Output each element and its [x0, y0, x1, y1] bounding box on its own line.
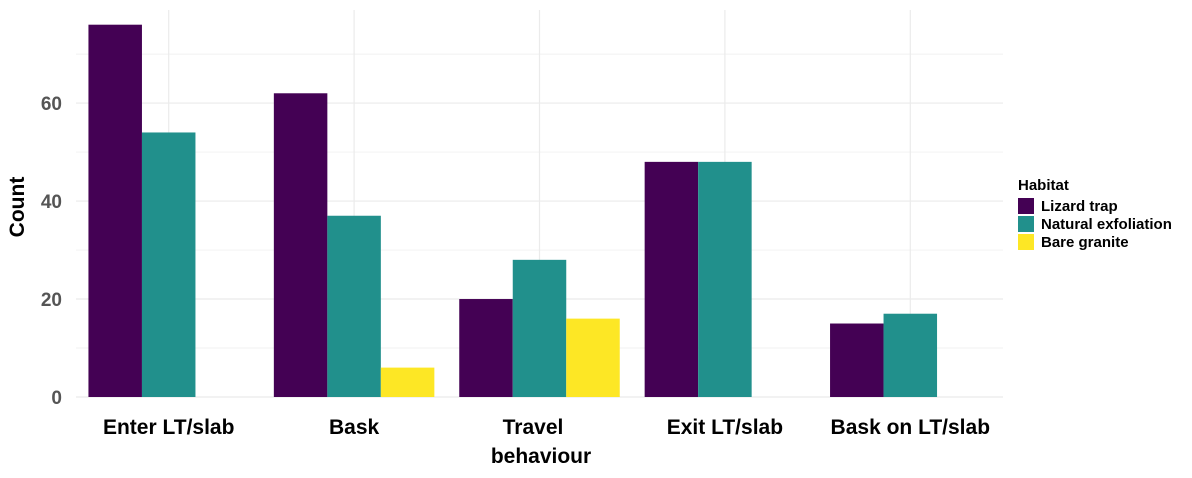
y-axis-ticks: 0 20 40 60	[41, 94, 62, 409]
bar-lizard-trap-5	[830, 323, 884, 397]
legend-label: Bare granite	[1041, 234, 1129, 251]
x-axis-title: behaviour	[491, 445, 591, 468]
x-axis-label-travel: Travel	[503, 416, 564, 439]
legend-label: Lizard trap	[1041, 198, 1118, 215]
legend-swatch-natural-exfoliation	[1018, 216, 1034, 232]
bar-lizard-trap-4	[644, 161, 699, 397]
y-tick-label: 0	[51, 388, 62, 409]
legend-swatch-lizard-trap	[1018, 198, 1034, 214]
bar-lizard-trap-3	[459, 299, 513, 397]
bar-bare-granite-3	[566, 318, 620, 397]
x-tick-label: Enter LT/slab	[103, 416, 234, 439]
y-tick-label: 40	[41, 192, 62, 213]
y-axis-title: Count	[6, 177, 29, 238]
x-tick-label: Bask on LT/slab	[831, 416, 990, 439]
y-tick-label: 60	[41, 94, 62, 115]
bar-bare-granite-2	[380, 367, 435, 397]
bars	[88, 24, 938, 398]
bar-natural-exfoliation-2	[327, 215, 381, 397]
legend-swatch-bare-granite	[1018, 234, 1034, 250]
bar-natural-exfoliation-4	[698, 161, 752, 397]
bar-natural-exfoliation-1	[141, 132, 196, 397]
x-axis-ticks: Enter LT/slab Bask Exit LT/slab Bask on LT/…	[103, 416, 990, 439]
x-tick-label: Exit LT/slab	[667, 416, 783, 439]
y-tick-label: 20	[41, 290, 62, 311]
bar-natural-exfoliation-5	[883, 313, 938, 397]
x-tick-label: Bask	[329, 416, 380, 439]
legend-title: Habitat	[1018, 177, 1069, 194]
bar-lizard-trap-1	[88, 24, 142, 398]
bar-lizard-trap-2	[273, 93, 328, 398]
legend-label: Natural exfoliation	[1041, 216, 1172, 233]
bar-natural-exfoliation-3	[512, 259, 567, 397]
